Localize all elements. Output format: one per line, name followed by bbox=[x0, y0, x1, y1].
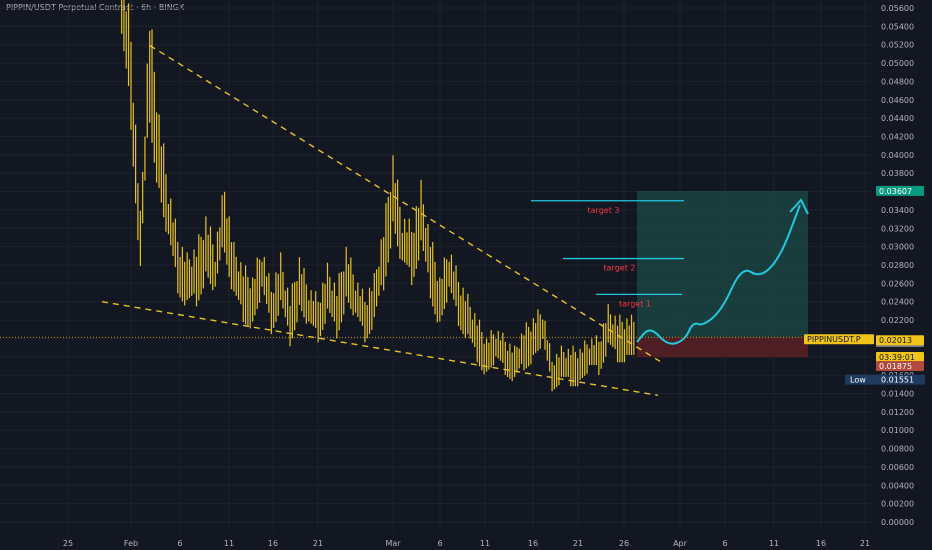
price-tick-label: 0.02200 bbox=[881, 316, 914, 325]
price-tick-label: 0.03800 bbox=[881, 169, 914, 178]
upper-trendline[interactable] bbox=[149, 45, 661, 362]
long-position-tool[interactable] bbox=[0, 190, 872, 358]
price-tick-label: 0.02600 bbox=[881, 279, 914, 288]
target-label-1: target 1 bbox=[619, 299, 651, 308]
price-tick-label: 0.01200 bbox=[881, 408, 914, 417]
tag-current: 0.02013 bbox=[879, 336, 912, 345]
tag-take-profit: 0.03607 bbox=[879, 187, 912, 196]
price-tick-label: 0.03400 bbox=[881, 206, 914, 215]
price-tick-label: 0.02400 bbox=[881, 298, 914, 307]
time-tick-label: 11 bbox=[480, 539, 490, 548]
price-tick-label: 0.04400 bbox=[881, 114, 914, 123]
price-tick-label: 0.04600 bbox=[881, 96, 914, 105]
price-tick-label: 0.03200 bbox=[881, 224, 914, 233]
targets[interactable]: target 1 target 2 target 3 bbox=[531, 200, 684, 309]
time-axis[interactable]: 25 Feb 6 11 16 21 Mar 6 11 16 21 26 Apr 6 11 16 21 bbox=[63, 539, 870, 548]
candles bbox=[121, 0, 635, 392]
time-tick-label: 26 bbox=[619, 539, 629, 548]
time-tick-label: Feb bbox=[124, 539, 138, 548]
low-label: Low bbox=[850, 376, 866, 385]
price-tick-label: 0.01000 bbox=[881, 426, 914, 435]
time-tick-label: 25 bbox=[63, 539, 73, 548]
time-tick-label: 11 bbox=[224, 539, 234, 548]
time-tick-label: 21 bbox=[573, 539, 583, 548]
price-tick-label: 0.04000 bbox=[881, 151, 914, 160]
tag-countdown: 03:39:01 bbox=[879, 353, 915, 362]
time-tick-label: 6 bbox=[437, 539, 442, 548]
price-axis[interactable]: 0.05600 0.05400 0.05200 0.05000 0.04800 0.046… bbox=[872, 0, 932, 532]
price-tick-label: 0.05200 bbox=[881, 41, 914, 50]
target-label-2: target 2 bbox=[604, 264, 636, 273]
time-tick-label: 21 bbox=[860, 539, 870, 548]
time-tick-label: 6 bbox=[177, 539, 182, 548]
price-tick-label: 0.04200 bbox=[881, 133, 914, 142]
price-tags: 0.036070.020230.0201303:39:010.01875PIPP… bbox=[804, 185, 925, 385]
price-tick-label: 0.04800 bbox=[881, 77, 914, 86]
tag-current-bg bbox=[876, 335, 924, 346]
price-tick-label: 0.00800 bbox=[881, 445, 914, 454]
low-value: 0.01551 bbox=[881, 376, 914, 385]
price-tick-label: 0.03000 bbox=[881, 243, 914, 252]
tag-symbol-bg bbox=[804, 334, 874, 345]
time-tick-label: 6 bbox=[722, 539, 727, 548]
price-tick-label: 0.05600 bbox=[881, 4, 914, 13]
price-tick-label: 0.00600 bbox=[881, 463, 914, 472]
lower-trendline[interactable] bbox=[101, 301, 659, 397]
price-tick-label: 0.05400 bbox=[881, 22, 914, 31]
time-tick-label: 16 bbox=[528, 539, 538, 548]
tag-countdown-bg bbox=[876, 352, 924, 362]
price-tick-label: 0.05000 bbox=[881, 59, 914, 68]
tag-stop: 0.01875 bbox=[879, 362, 912, 371]
projection[interactable] bbox=[636, 198, 809, 345]
price-tick-label: 0.00000 bbox=[881, 518, 914, 527]
time-tick-label: 11 bbox=[769, 539, 779, 548]
profit-zone[interactable] bbox=[637, 190, 808, 338]
price-tick-label: 0.01400 bbox=[881, 390, 914, 399]
target-label-3: target 3 bbox=[588, 206, 620, 215]
time-tick-label: 16 bbox=[268, 539, 278, 548]
price-tick-label: 0.00200 bbox=[881, 500, 914, 509]
low-tag-bg bbox=[845, 374, 925, 385]
time-tick-label: Mar bbox=[385, 539, 401, 548]
time-tick-label: Apr bbox=[673, 539, 688, 548]
trendlines[interactable] bbox=[101, 45, 661, 397]
time-tick-label: 16 bbox=[816, 539, 826, 548]
price-tick-label: 0.00400 bbox=[881, 481, 914, 490]
time-tick-label: 21 bbox=[313, 539, 323, 548]
projection-arrowhead bbox=[789, 198, 809, 215]
tag-symbol: PIPPINUSDT.P bbox=[807, 335, 861, 344]
price-tick-label: 0.02800 bbox=[881, 261, 914, 270]
projection-curve[interactable] bbox=[636, 204, 801, 345]
tag-stop-bg bbox=[876, 361, 924, 371]
tag-take-profit-bg bbox=[876, 185, 924, 196]
price-axis-bg bbox=[872, 0, 932, 532]
